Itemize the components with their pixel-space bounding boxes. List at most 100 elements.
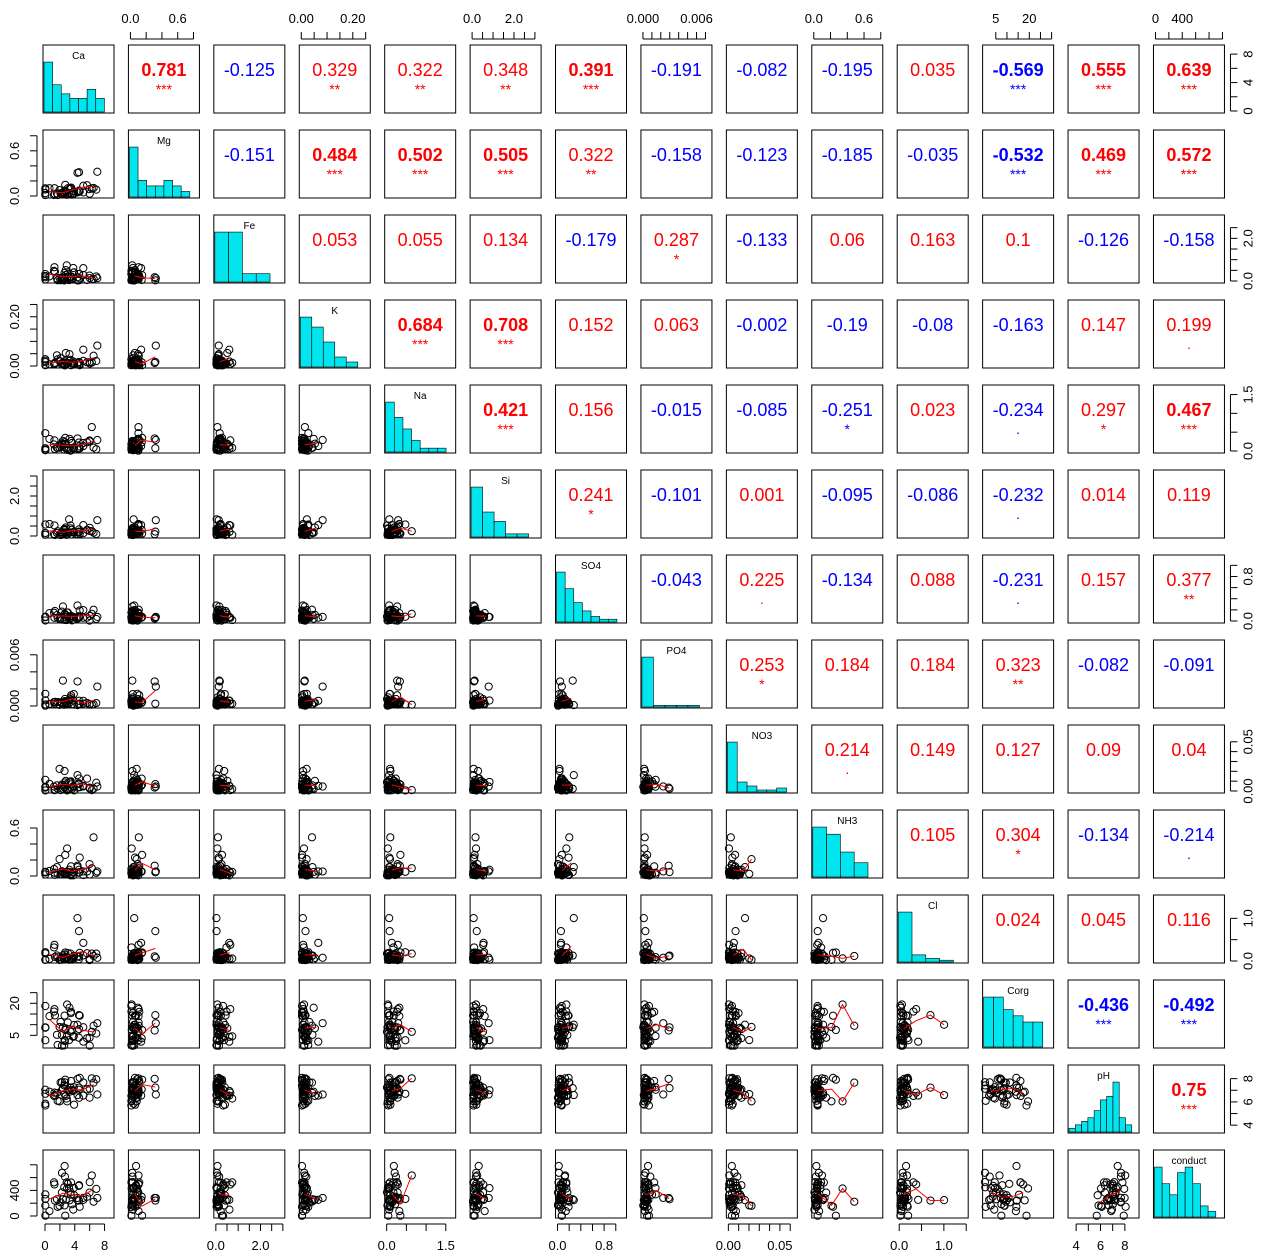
scatter-point	[213, 1171, 222, 1180]
scatter-point	[45, 434, 54, 444]
scatter-point	[128, 615, 137, 624]
scatter-point	[569, 771, 578, 780]
scatter-point	[470, 1211, 479, 1220]
panel-frame	[1152, 1149, 1225, 1219]
scatter-point	[556, 1202, 565, 1211]
scatter-point	[554, 1183, 564, 1193]
correlation-value: 0.053	[312, 230, 357, 250]
panel-frame	[384, 384, 457, 454]
scatter-point	[980, 1178, 990, 1187]
panel-frame	[469, 809, 542, 879]
panel-frame	[896, 979, 969, 1049]
scatter-point	[61, 433, 70, 442]
scatter-point	[557, 850, 566, 859]
scatter-point	[150, 273, 159, 282]
scatter-point	[70, 786, 79, 795]
smooth-line	[134, 781, 156, 787]
scatter-point	[812, 1202, 821, 1211]
histogram-bar	[242, 273, 257, 283]
scatter-point	[469, 1074, 479, 1083]
smooth-line	[903, 1014, 945, 1030]
scatter-point	[299, 613, 308, 622]
scatter-point	[734, 1009, 743, 1018]
scatter-point	[70, 700, 79, 709]
smooth-line	[134, 862, 156, 871]
panel-frame	[896, 809, 969, 879]
scatter-point	[300, 528, 309, 537]
scatter-point	[49, 1178, 59, 1187]
variable-name-label: SO4	[581, 561, 601, 572]
scatter-point	[82, 358, 92, 367]
scatter-point	[130, 601, 139, 610]
correlation-value: 0.304	[996, 825, 1041, 845]
panel-frame	[1152, 554, 1225, 624]
scatter-point	[297, 1202, 307, 1211]
scatter-point	[642, 1034, 651, 1043]
smooth-line	[732, 1089, 752, 1102]
scatter-point	[1023, 1184, 1033, 1193]
correlation-value: 0.297	[1081, 400, 1126, 420]
scatter-point	[813, 1083, 822, 1092]
scatter-point	[79, 188, 88, 197]
smooth-line	[304, 1193, 317, 1200]
scatter-point	[903, 1034, 912, 1043]
scatter-point	[41, 357, 50, 367]
panel-frame	[640, 129, 713, 199]
scatter-point	[990, 1178, 999, 1187]
correlation-value: -0.134	[1078, 825, 1129, 845]
scatter-point	[899, 1083, 908, 1092]
variable-name-label: Na	[414, 391, 427, 402]
scatter-point	[726, 1040, 736, 1050]
scatter-point	[151, 341, 160, 350]
scatter-point	[470, 602, 479, 611]
scatter-point	[484, 682, 493, 691]
histogram-bar	[556, 571, 566, 623]
smooth-line	[561, 1193, 572, 1201]
scatter-point	[993, 1075, 1002, 1084]
scatter-point	[556, 938, 566, 947]
scatter-point	[61, 948, 70, 957]
scatter-point	[734, 953, 743, 962]
scatter-point	[131, 443, 140, 452]
scatter-point	[1004, 1193, 1013, 1203]
scatter-point	[74, 1011, 84, 1020]
smooth-line	[732, 948, 752, 961]
scatter-point	[997, 1211, 1006, 1220]
scatter-point	[49, 266, 59, 275]
panel-frame	[555, 214, 628, 284]
scatter-point	[997, 1075, 1006, 1084]
panel-frame	[298, 299, 371, 369]
scatter-point	[747, 1201, 756, 1210]
scatter-point	[41, 612, 50, 621]
panel-frame	[555, 724, 628, 794]
scatter-point	[737, 1192, 746, 1201]
scatter-point	[130, 1011, 140, 1020]
scatter-point	[63, 275, 72, 284]
scatter-point	[557, 1181, 567, 1190]
scatter-point	[300, 1031, 309, 1041]
scatter-point	[93, 612, 102, 622]
scatter-point	[385, 914, 394, 923]
scatter-point	[1121, 1202, 1130, 1211]
scatter-point	[472, 951, 481, 960]
significance-stars: ***	[1010, 81, 1027, 97]
scatter-point	[299, 1000, 309, 1009]
panel-frame	[640, 724, 713, 794]
histogram-bar	[746, 785, 758, 793]
correlation-value: 0.241	[568, 485, 613, 505]
scatter-point	[394, 1090, 403, 1099]
scatter-point	[220, 1083, 229, 1092]
scatter-point	[131, 613, 140, 622]
scatter-point	[817, 1074, 827, 1083]
scatter-point	[1100, 1181, 1109, 1190]
correlation-value: -0.134	[822, 570, 873, 590]
scatter-point	[60, 766, 69, 776]
scatter-point	[469, 1020, 478, 1029]
scatter-point	[214, 1019, 223, 1028]
scatter-point	[50, 263, 59, 272]
correlation-value: 0.134	[483, 230, 528, 250]
scatter-point	[737, 867, 746, 876]
panel-frame	[127, 129, 200, 199]
scatter-point	[53, 1096, 62, 1105]
panel-frame	[469, 894, 542, 964]
